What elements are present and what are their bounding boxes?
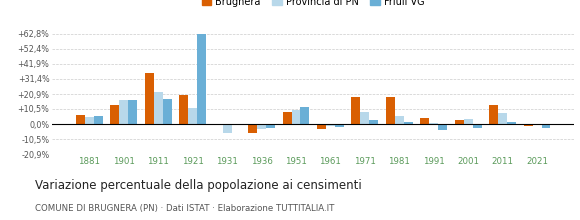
Bar [110,105,119,124]
Bar [257,124,266,129]
Bar [154,92,163,124]
Bar [429,123,438,124]
Bar [266,124,275,128]
Text: COMUNE DI BRUGNERA (PN) · Dati ISTAT · Elaborazione TUTTITALIA.IT: COMUNE DI BRUGNERA (PN) · Dati ISTAT · E… [35,204,334,213]
Bar [420,117,429,124]
Text: Variazione percentuale della popolazione ai censimenti: Variazione percentuale della popolazione… [35,179,361,192]
Bar [524,124,532,126]
Bar [76,115,85,124]
Bar [197,34,206,124]
Bar [317,124,326,129]
Bar [119,100,128,124]
Bar [489,105,498,124]
Bar [282,112,292,124]
Legend: Brugnera, Provincia di PN, Friuli VG: Brugnera, Provincia di PN, Friuli VG [198,0,429,11]
Bar [360,112,369,124]
Bar [532,124,542,125]
Bar [369,120,378,124]
Bar [455,120,463,124]
Bar [473,124,481,128]
Bar [335,124,344,127]
Bar [213,124,223,125]
Bar [351,97,360,124]
Bar [128,100,137,124]
Bar [223,124,231,133]
Bar [542,124,550,128]
Bar [145,73,154,124]
Bar [326,124,335,126]
Bar [404,122,413,124]
Bar [248,124,257,133]
Bar [188,108,197,124]
Bar [463,119,473,124]
Bar [179,95,188,124]
Bar [163,99,172,124]
Bar [292,110,300,124]
Bar [85,117,94,124]
Bar [386,97,395,124]
Bar [94,116,103,124]
Bar [300,107,309,124]
Bar [498,113,507,124]
Bar [507,122,516,124]
Bar [395,116,404,124]
Bar [438,124,447,130]
